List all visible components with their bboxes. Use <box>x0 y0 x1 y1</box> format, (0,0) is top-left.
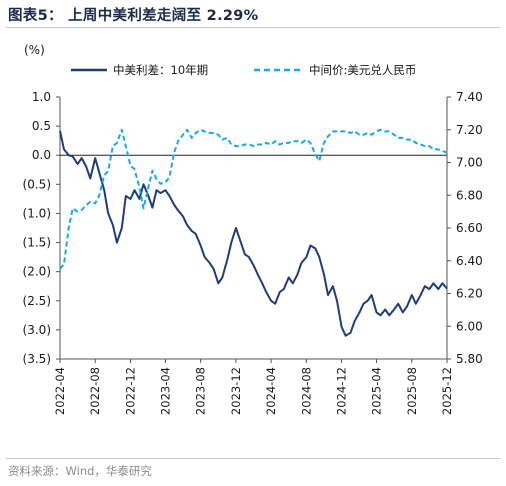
x-tick-label: 2025-04 <box>370 367 384 415</box>
left-tick-label: 1.0 <box>32 90 51 104</box>
left-tick-label: (1.5) <box>23 236 51 250</box>
left-tick-label: (3.5) <box>23 352 51 366</box>
right-tick-label: 7.00 <box>456 156 483 170</box>
right-tick-label: 5.80 <box>456 352 483 366</box>
page-title: 图表5： 上周中美利差走阔至 2.29% <box>8 8 259 24</box>
legend-label-usdcny: 中间价:美元兑人民币 <box>309 63 416 77</box>
right-tick-label: 6.00 <box>456 319 483 333</box>
right-tick-label: 6.80 <box>456 188 483 202</box>
right-tick-label: 7.40 <box>456 90 483 104</box>
left-axis-unit-label: (%) <box>24 43 45 57</box>
x-tick-label: 2023-08 <box>194 367 208 415</box>
left-tick-label: (3.0) <box>23 323 51 337</box>
x-tick-label: 2024-12 <box>335 367 349 415</box>
series-line-usdcny <box>59 128 448 270</box>
x-tick-label: 2022-08 <box>88 367 102 415</box>
footer-divider <box>6 458 500 459</box>
series-line-spread <box>59 130 448 337</box>
x-tick-label: 2025-12 <box>440 367 454 415</box>
left-tick-label: (2.5) <box>23 294 51 308</box>
x-tick-label: 2023-12 <box>229 367 243 415</box>
title-divider <box>6 27 500 28</box>
x-tick-label: 2024-04 <box>264 367 278 415</box>
legend-label-spread: 中美利差：10年期 <box>113 63 208 77</box>
x-tick-label: 2024-08 <box>299 367 313 415</box>
x-tick-label: 2023-04 <box>158 367 172 415</box>
left-tick-label: 0.0 <box>32 148 51 162</box>
legend: 中美利差：10年期 中间价:美元兑人民币 <box>71 63 416 77</box>
right-tick-label: 6.20 <box>456 287 483 301</box>
right-tick-label: 6.40 <box>456 254 483 268</box>
x-tick-label: 2025-08 <box>405 367 419 415</box>
right-tick-label: 7.20 <box>456 123 483 137</box>
axes: 1.0 0.5 0.0 (0.5) (1.0) (1.5) (2.0) (2.5) (3.0) (… <box>23 90 483 415</box>
source-note: 资料来源：Wind，华泰研究 <box>8 464 152 478</box>
left-tick-label: (0.5) <box>23 177 51 191</box>
series-layer <box>59 128 448 337</box>
left-tick-label: 0.5 <box>32 119 51 133</box>
x-tick-label: 2022-04 <box>53 367 67 415</box>
x-tick-label: 2022-12 <box>123 367 137 415</box>
left-tick-label: (2.0) <box>23 265 51 279</box>
right-tick-label: 6.60 <box>456 221 483 235</box>
left-tick-label: (1.0) <box>23 206 51 220</box>
